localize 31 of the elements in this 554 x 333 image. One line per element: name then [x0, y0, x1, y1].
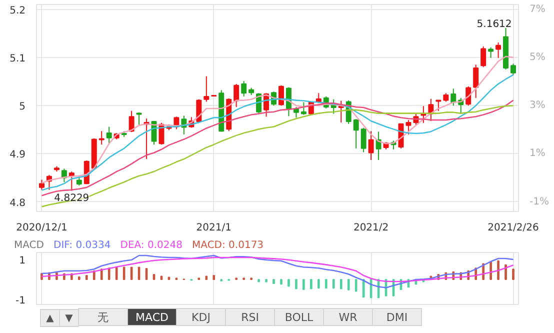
text: KDJ — [176, 308, 226, 326]
annotation: 4.8229 — [54, 192, 90, 204]
y-tick-label: 4.9 — [10, 150, 26, 161]
y2-tick-label: 1% — [530, 148, 546, 160]
y-tick-label: 5 — [19, 102, 26, 113]
text: RSI — [225, 308, 275, 326]
text: MACD: 0.0173 — [192, 240, 264, 251]
text: ▲ — [40, 309, 60, 327]
text: BOLL — [274, 308, 324, 326]
y-tick-label: -1 — [16, 296, 26, 306]
y2-tick-label: 3% — [530, 100, 546, 112]
chart-title: MACD — [14, 240, 44, 251]
text: DMI — [372, 308, 422, 326]
y2-tick-label: -1% — [530, 196, 549, 208]
y2-tick-label: 5% — [530, 52, 546, 63]
x-tick-label: 2020/12/1 — [16, 222, 68, 234]
x-tick-label: 2021/1 — [196, 222, 232, 234]
y-tick-label: 5.2 — [10, 5, 26, 16]
text: 无 — [78, 308, 128, 326]
text: WR — [323, 308, 373, 326]
series-label: DIF: 0.0334 — [54, 240, 111, 251]
x-tick-label: 2021/2/26 — [488, 222, 539, 234]
text: MACD — [127, 308, 177, 326]
text: ▼ — [59, 309, 79, 327]
y-tick-label: 4.8 — [10, 198, 26, 209]
annotation: 5.1612 — [476, 18, 512, 30]
y-tick-label: 5.1 — [10, 53, 26, 64]
y2-tick-label: 7% — [530, 4, 546, 15]
series-label: DEA: 0.0248 — [120, 240, 182, 251]
y-tick-label: 1 — [19, 256, 26, 266]
x-tick-label: 2021/2 — [353, 222, 389, 234]
